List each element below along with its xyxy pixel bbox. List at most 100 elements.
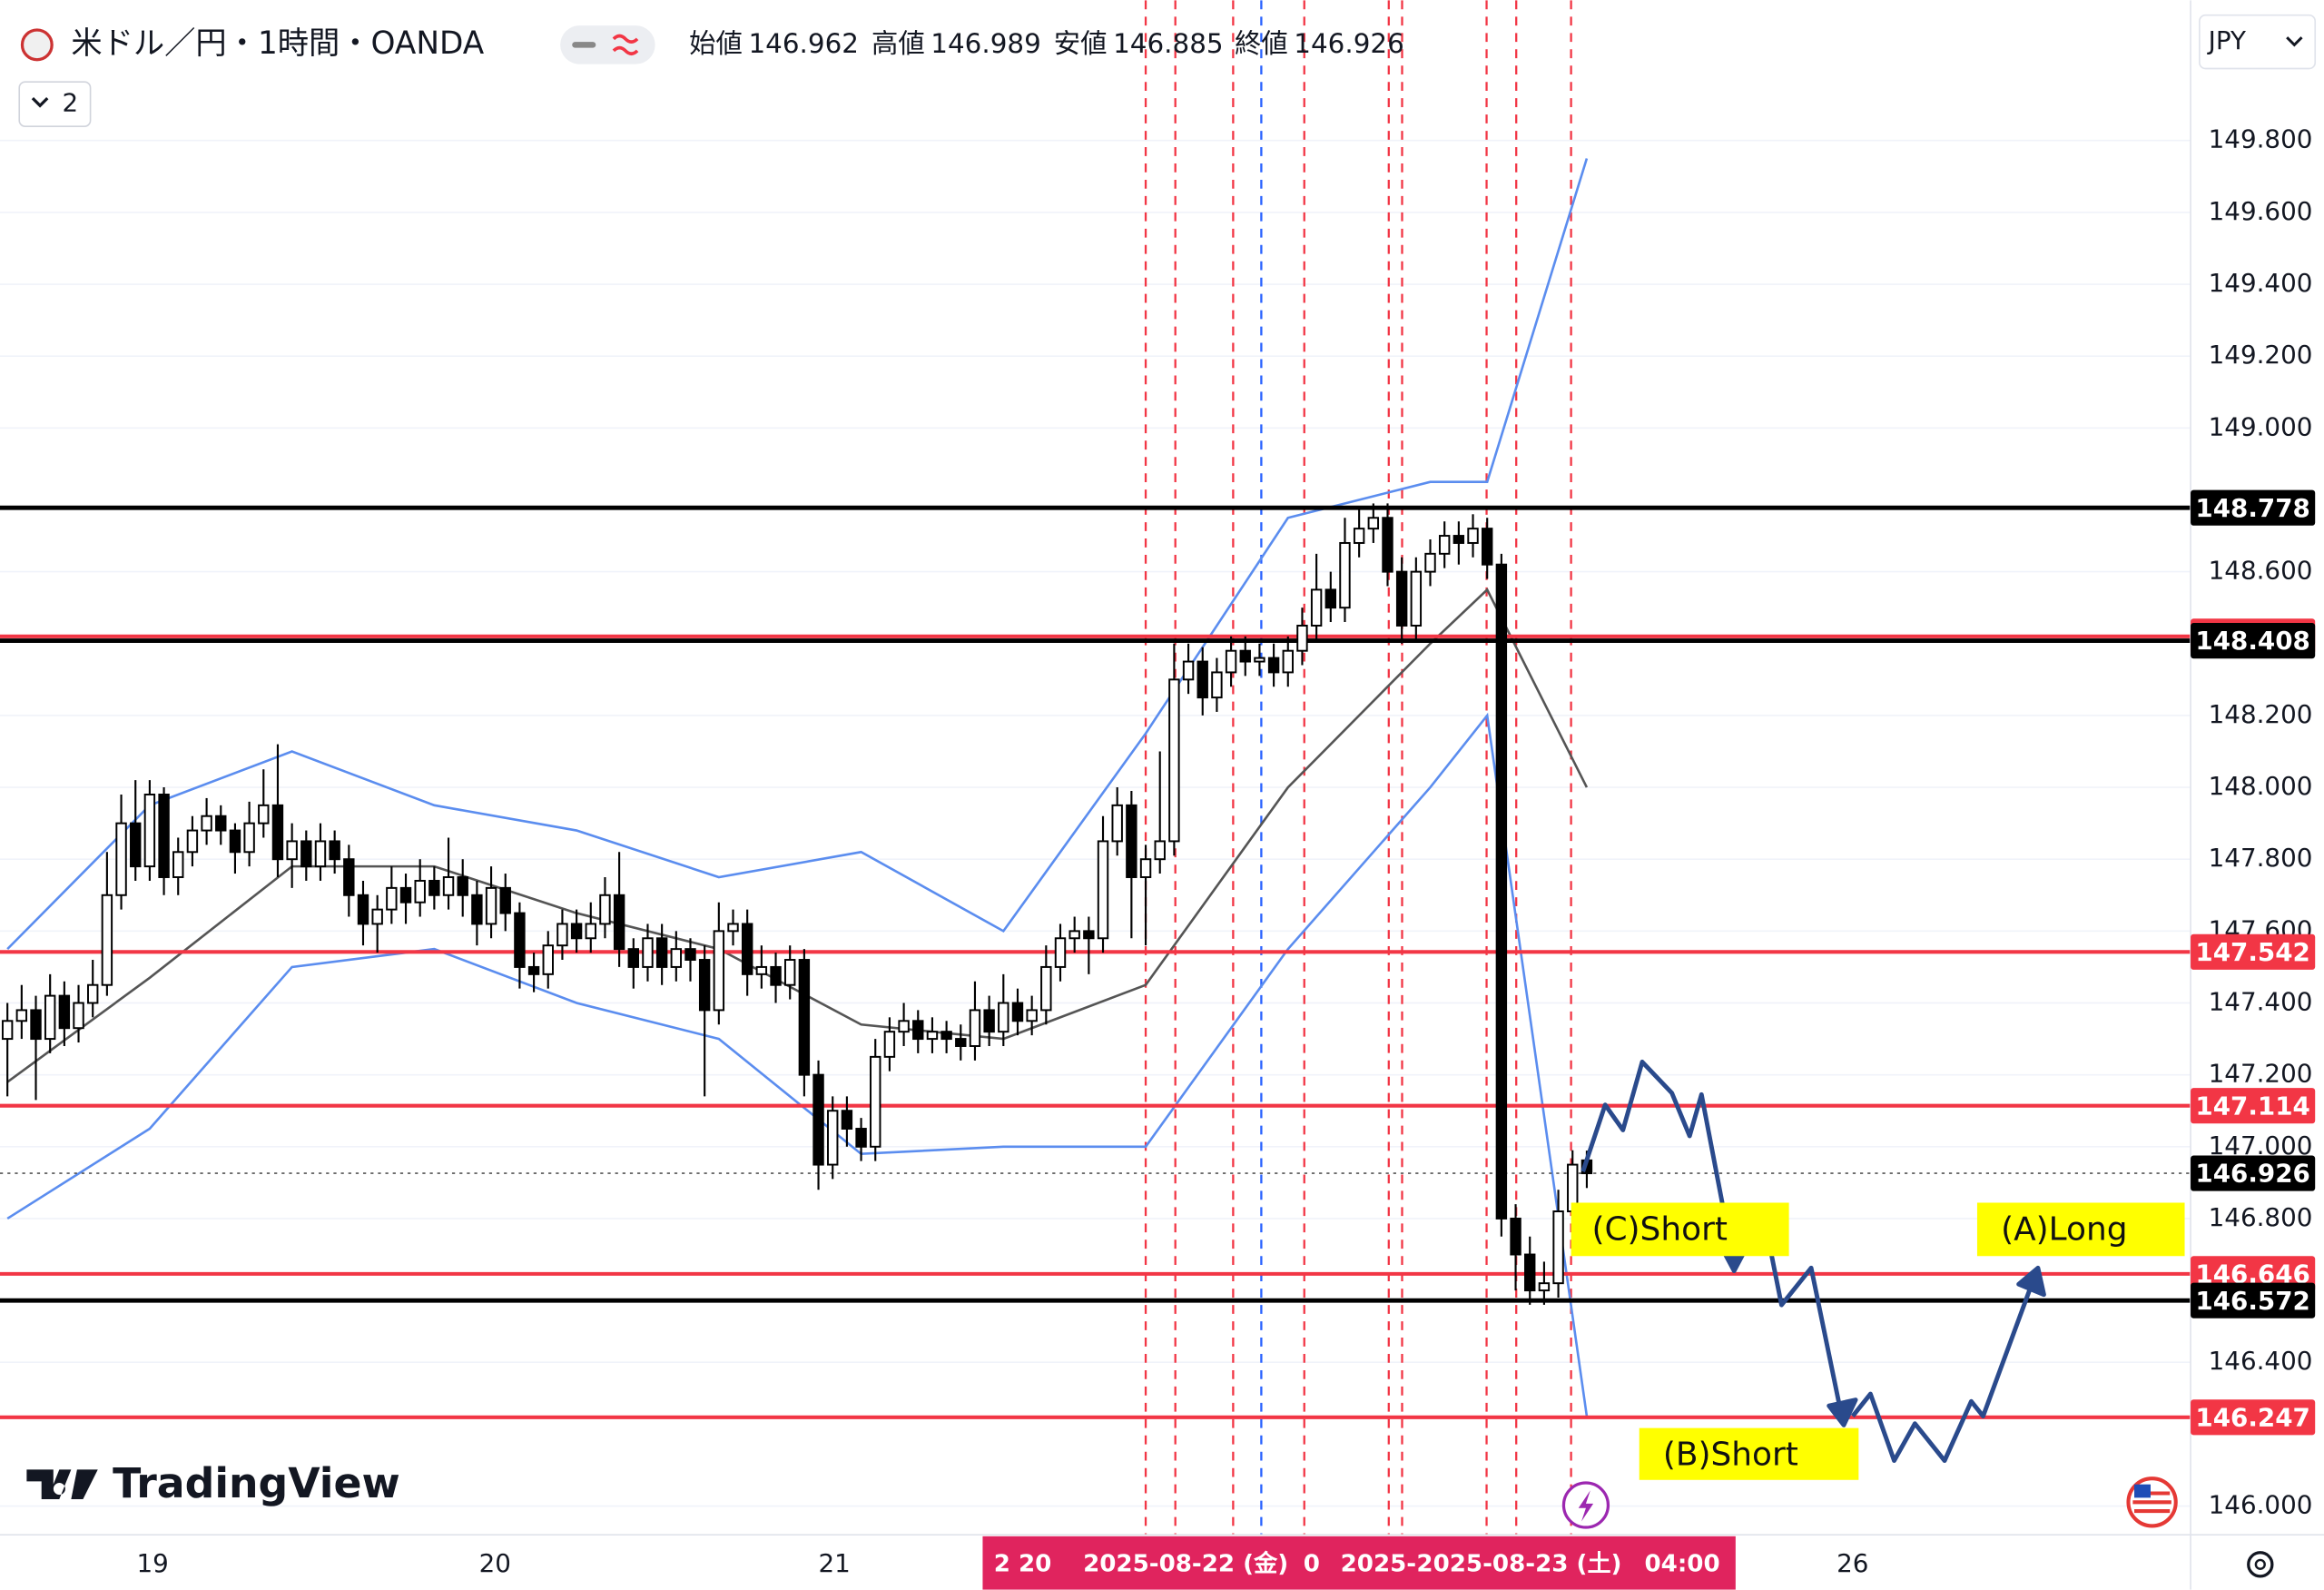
candle-body	[926, 1031, 939, 1041]
candle-body	[755, 965, 768, 975]
candle-body	[1467, 528, 1479, 544]
candle-body	[1524, 1253, 1536, 1292]
candle-body	[684, 948, 696, 961]
y-tick-label: 148.600	[2209, 556, 2313, 586]
candle-body	[1538, 1282, 1551, 1292]
symbol-title: 米ドル／円・1時間・OANDA	[71, 25, 484, 62]
candle-body	[343, 858, 355, 896]
y-tick-label: 149.200	[2209, 340, 2313, 370]
candle-body	[1510, 1217, 1521, 1256]
candle-body	[770, 965, 782, 986]
x-tick-label: 20	[479, 1548, 511, 1578]
candle-body	[1083, 930, 1095, 940]
level-label: 147.114	[2195, 1091, 2309, 1121]
candle-body	[1495, 563, 1508, 1220]
y-tick-label: 149.400	[2209, 268, 2313, 298]
date-label: 0	[1304, 1550, 1320, 1577]
level-label-box	[2191, 489, 2316, 526]
currency-button[interactable]	[2199, 14, 2317, 70]
candle-body	[1310, 588, 1323, 627]
candle-body	[542, 944, 554, 975]
candle-body	[371, 908, 383, 925]
annotation: (A)Long	[2001, 1211, 2127, 1249]
price-axis: 149.800 149.600 149.400 149.200 149.000 148.6…	[2191, 124, 2316, 1520]
ohlc-value: 146.962	[748, 28, 858, 59]
alert-icon	[1578, 1490, 1594, 1522]
arrow-head	[2016, 1265, 2046, 1298]
level-label: 147.542	[2195, 937, 2309, 967]
projection-path	[1761, 1215, 1845, 1420]
date-label: 2025-	[1341, 1550, 1417, 1577]
candle-body	[1225, 649, 1237, 674]
x-tick-label: 19	[137, 1548, 169, 1578]
annotation: (B)Short	[1663, 1437, 1798, 1474]
y-tick-label: 148.200	[2209, 699, 2313, 729]
ohlc-value: 146.885	[1113, 28, 1223, 59]
flag-icon	[20, 28, 54, 62]
candle-body	[271, 804, 284, 861]
candle-body	[1211, 671, 1223, 699]
band-line	[6, 158, 1589, 951]
level-label: 148.778	[2195, 493, 2309, 523]
ohlc-label: 安値	[1054, 28, 1108, 59]
settings-icon[interactable]	[2247, 1551, 2274, 1578]
ohlc-label: 終値	[1235, 28, 1288, 59]
candle-body	[940, 1031, 952, 1041]
candle-body	[457, 876, 468, 896]
candle-body	[58, 994, 71, 1030]
candle-body	[115, 822, 127, 896]
candle-body	[998, 1002, 1009, 1033]
candle-body	[399, 886, 412, 904]
header: 米ドル／円・1時間・OANDA 始値 146.962 高値 146.989 安値…	[18, 14, 2317, 127]
candle-body	[158, 793, 170, 878]
candle-body	[215, 815, 227, 832]
candle-body	[698, 959, 711, 1012]
brand: TradingView	[26, 1459, 400, 1507]
chevron-icon	[31, 96, 49, 108]
candle-body	[172, 851, 184, 878]
candle-body	[527, 965, 540, 975]
candle-body	[655, 937, 668, 968]
level-label-box	[2191, 1155, 2316, 1191]
date-label: 2025-08-22 (金)	[1083, 1549, 1288, 1577]
candle-body	[442, 876, 455, 896]
candle-body	[883, 1031, 896, 1058]
candle-body	[1438, 535, 1451, 555]
level-label: 146.247	[2195, 1402, 2309, 1432]
candle-body	[855, 1128, 867, 1148]
x-tick-label: 26	[1837, 1548, 1868, 1578]
y-tick-label: 149.000	[2209, 411, 2313, 441]
projection-path	[1581, 1059, 1737, 1266]
candle-body	[741, 923, 753, 975]
candle-body	[300, 840, 312, 868]
candle-body	[627, 948, 640, 968]
candle-body	[428, 879, 440, 896]
candle-body	[1339, 541, 1351, 609]
date-label: 04:00	[1645, 1550, 1720, 1577]
candle-body	[1382, 517, 1393, 573]
y-tick-label: 147.800	[2209, 843, 2313, 873]
annotation-box	[1976, 1202, 2185, 1257]
indicator-count: 2	[63, 88, 79, 118]
y-tick-label: 146.000	[2209, 1490, 2313, 1520]
candle-body	[1410, 570, 1423, 627]
candle-body	[1267, 657, 1280, 674]
candle-body	[1353, 528, 1365, 544]
y-tick-label: 147.000	[2209, 1131, 2313, 1160]
candle-body	[827, 1110, 839, 1166]
indicator-toggle[interactable]	[18, 81, 92, 127]
candle-body	[357, 894, 369, 925]
arrow-head	[1827, 1397, 1858, 1427]
candle-body	[727, 923, 739, 933]
candle-body	[585, 923, 596, 940]
candle-body	[556, 923, 568, 947]
candle-body	[1282, 649, 1294, 674]
candle-body	[1026, 1009, 1038, 1022]
candle-body	[1040, 965, 1052, 1012]
time-axis: 19 20 21 26 2 20 2025-08-22 (金) 0 2025- 2025-08-…	[137, 1536, 1868, 1590]
candle-body	[870, 1055, 881, 1148]
projection-path	[1850, 1274, 2037, 1464]
